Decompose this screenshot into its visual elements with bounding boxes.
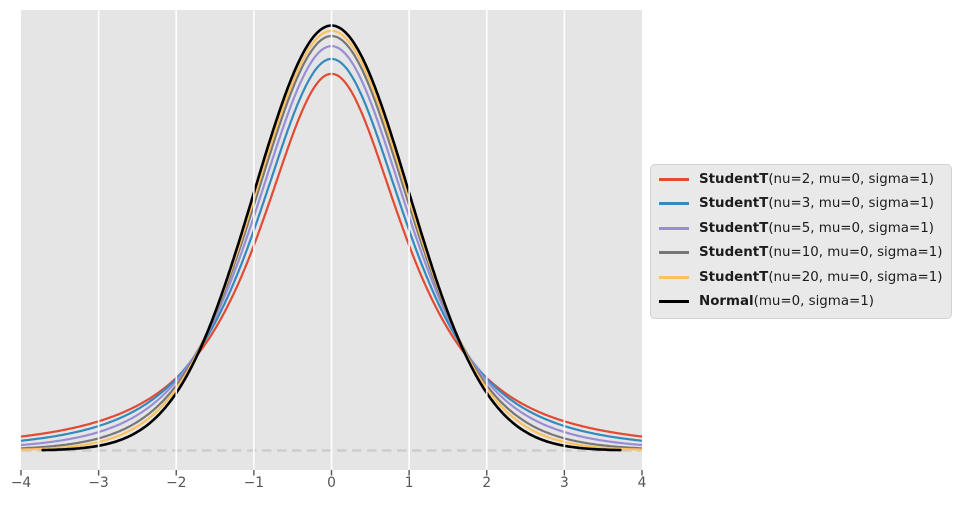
x-tick-label: 4 — [637, 475, 647, 491]
legend-line-swatch — [659, 300, 689, 304]
legend-row: StudentT(nu=5, mu=0, sigma=1) — [659, 216, 943, 241]
x-tick-label: −3 — [88, 475, 109, 491]
legend: StudentT(nu=2, mu=0, sigma=1) StudentT(n… — [650, 164, 952, 319]
x-tick-label: 0 — [327, 475, 336, 491]
x-tick-label: 2 — [482, 475, 492, 491]
legend-line-swatch — [659, 226, 689, 230]
legend-line-swatch — [659, 202, 689, 206]
legend-label: StudentT(nu=3, mu=0, sigma=1) — [699, 196, 934, 212]
legend-label: Normal(mu=0, sigma=1) — [699, 294, 875, 310]
x-tick-label: 1 — [404, 475, 414, 491]
legend-label: StudentT(nu=2, mu=0, sigma=1) — [699, 171, 934, 187]
legend-label: StudentT(nu=5, mu=0, sigma=1) — [699, 220, 934, 236]
x-tick-label: −4 — [10, 475, 32, 491]
legend-line-swatch — [659, 251, 689, 255]
legend-row: StudentT(nu=2, mu=0, sigma=1) — [659, 167, 943, 192]
x-tick-label: −1 — [243, 475, 265, 491]
legend-row: StudentT(nu=10, mu=0, sigma=1) — [659, 241, 943, 266]
legend-row: StudentT(nu=20, mu=0, sigma=1) — [659, 265, 943, 290]
legend-label: StudentT(nu=10, mu=0, sigma=1) — [699, 245, 943, 261]
legend-label: StudentT(nu=20, mu=0, sigma=1) — [699, 269, 943, 285]
legend-row: Normal(mu=0, sigma=1) — [659, 290, 943, 315]
legend-line-swatch — [659, 275, 689, 279]
x-tick-label: 3 — [560, 475, 569, 491]
legend-line-swatch — [659, 177, 689, 181]
legend-row: StudentT(nu=3, mu=0, sigma=1) — [659, 192, 943, 217]
x-tick-label: −2 — [166, 475, 187, 491]
